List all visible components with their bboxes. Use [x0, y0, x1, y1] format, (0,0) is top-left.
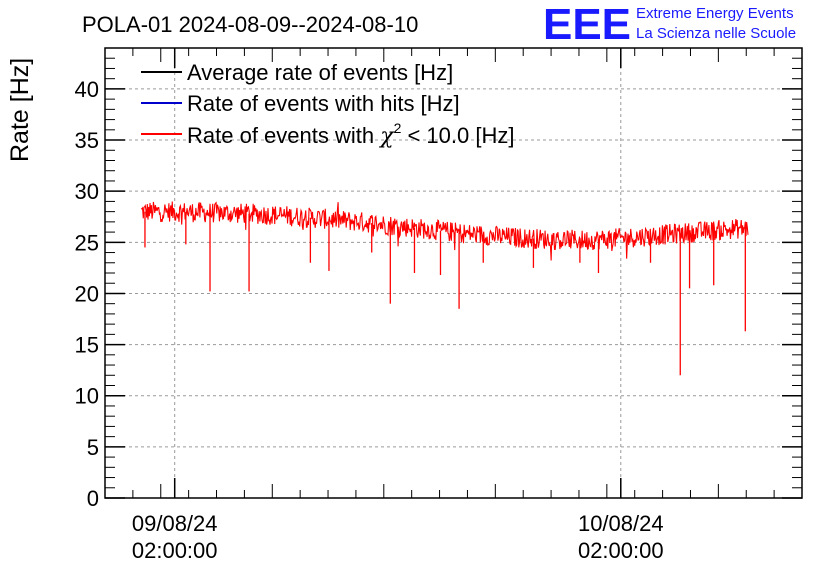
y-tick-label: 20 [75, 281, 99, 306]
y-tick-label: 35 [75, 128, 99, 153]
y-tick-label: 15 [75, 333, 99, 358]
y-tick-label: 40 [75, 77, 99, 102]
x-tick-label-date: 09/08/24 [132, 511, 218, 536]
logo-mark: EEE [543, 0, 631, 49]
legend-label-hits: Rate of events with hits [Hz] [187, 91, 460, 116]
x-tick-label-date: 10/08/24 [578, 511, 664, 536]
legend-label-average: Average rate of events [Hz] [187, 60, 453, 85]
y-tick-label: 25 [75, 230, 99, 255]
legend-label-chi2: Rate of events with χ2 < 10.0 [Hz] [187, 120, 514, 149]
y-axis-label: Rate [Hz] [6, 58, 34, 162]
eee-logo: EEE Extreme Energy Events La Scienza nel… [543, 0, 796, 49]
chart-title: POLA-01 2024-08-09--2024-08-10 [82, 12, 418, 37]
grid-lines [105, 48, 802, 498]
x-tick-label-time: 02:00:00 [132, 538, 218, 563]
logo-line2: La Scienza nelle Scuole [636, 25, 796, 42]
y-tick-label: 0 [87, 486, 99, 511]
y-tick-label: 10 [75, 384, 99, 409]
y-tick-label: 5 [87, 435, 99, 460]
legend: Average rate of events [Hz] Rate of even… [141, 60, 514, 149]
logo-line1: Extreme Energy Events [636, 5, 794, 22]
x-tick-label-time: 02:00:00 [578, 538, 664, 563]
series-line-chi2 [140, 201, 749, 261]
y-axis: 0 5 10 15 20 25 30 35 40 [75, 57, 802, 511]
series-layer [140, 201, 749, 376]
y-tick-label: 30 [75, 179, 99, 204]
